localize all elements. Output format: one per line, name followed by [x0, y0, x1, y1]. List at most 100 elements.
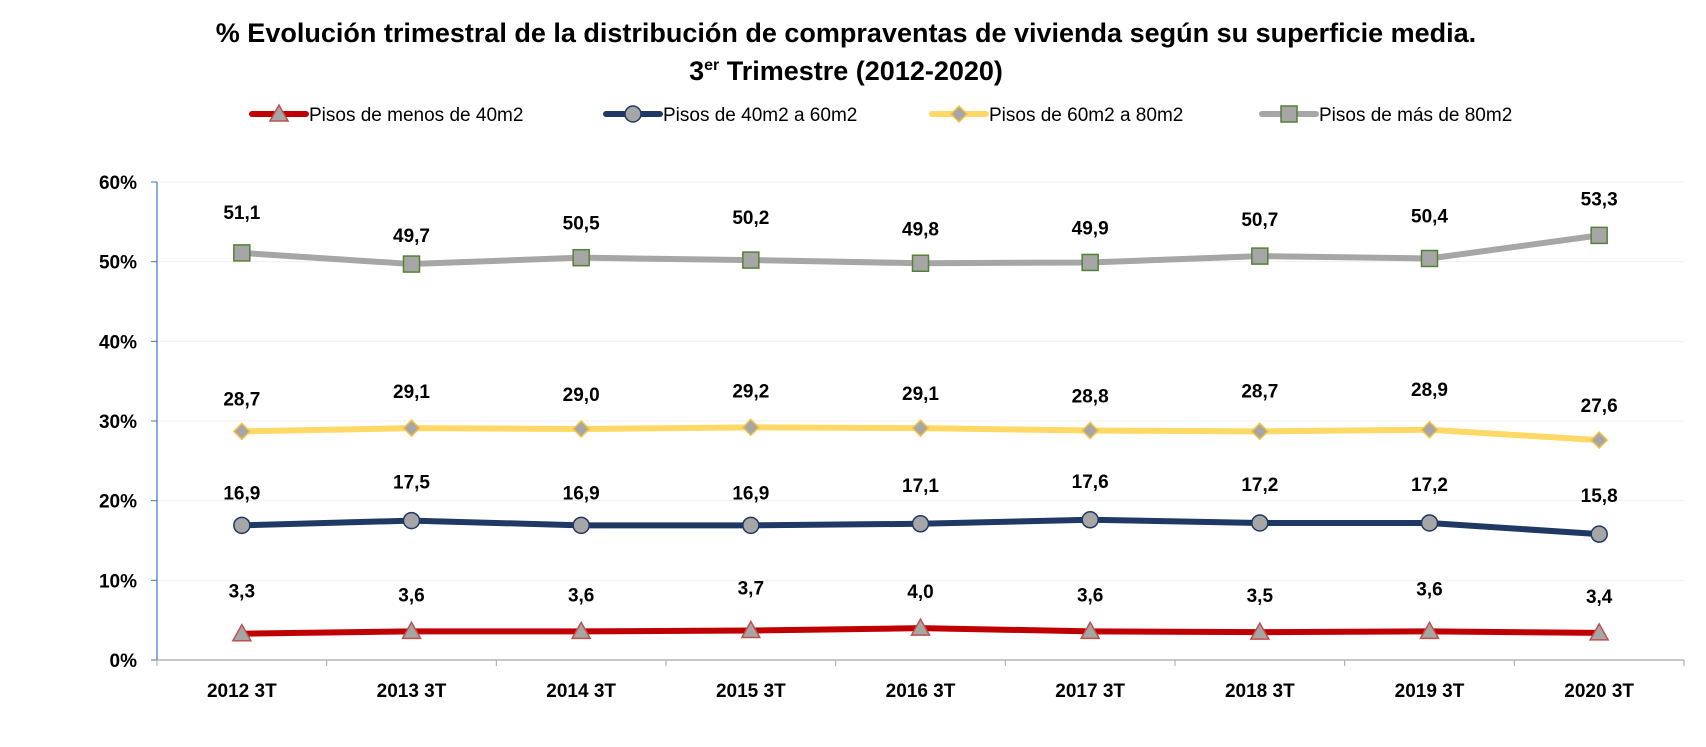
- data-label: 53,3: [1581, 189, 1618, 210]
- data-point-marker: [1251, 514, 1269, 532]
- data-point-marker: [231, 623, 253, 642]
- data-point-marker: [232, 422, 251, 441]
- y-tick-label: 50%: [99, 253, 137, 274]
- legend-label: Pisos de 40m2 a 60m2: [663, 105, 857, 126]
- data-label: 3,6: [398, 585, 424, 606]
- data-label: 49,8: [902, 219, 939, 240]
- legend: Pisos de menos de 40m2 Pisos de 40m2 a 60…: [249, 103, 1512, 126]
- data-point-marker: [402, 255, 421, 273]
- data-point-marker: [911, 419, 930, 438]
- x-tick-label: 2017 3T: [1055, 681, 1125, 702]
- data-point-marker: [1420, 514, 1439, 532]
- data-label: 49,9: [1072, 218, 1109, 239]
- data-label: 29,1: [393, 382, 430, 403]
- data-point-marker: [1590, 226, 1608, 245]
- data-label: 50,7: [1241, 210, 1278, 231]
- data-point-marker: [740, 619, 762, 639]
- data-label: 50,2: [732, 208, 769, 229]
- data-label: 17,5: [393, 473, 430, 494]
- chart-title-line-1: % Evolución trimestral de la distribució…: [216, 18, 1476, 48]
- data-label: 50,4: [1411, 206, 1448, 227]
- x-tick-label: 2016 3T: [886, 681, 956, 702]
- data-label: 51,1: [223, 203, 260, 224]
- data-label: 27,6: [1581, 396, 1618, 417]
- legend-marker: [624, 105, 642, 123]
- data-point-marker: [233, 516, 251, 535]
- data-label: 3,6: [1416, 579, 1442, 600]
- data-label: 3,6: [1077, 585, 1103, 606]
- data-point-marker: [742, 516, 760, 535]
- data-label: 17,2: [1411, 475, 1448, 496]
- data-point-marker: [1419, 620, 1440, 640]
- data-label: 28,7: [223, 389, 260, 410]
- data-point-marker: [401, 620, 422, 640]
- x-tick-label: 2014 3T: [546, 681, 616, 702]
- data-point-marker: [402, 419, 421, 438]
- data-label: 29,2: [732, 381, 769, 402]
- data-point-marker: [1081, 511, 1099, 529]
- x-tick-label: 2012 3T: [207, 681, 277, 702]
- data-label: 49,7: [393, 226, 430, 247]
- data-point-marker: [572, 516, 590, 535]
- data-point-marker: [1420, 420, 1439, 439]
- data-point-marker: [1420, 249, 1439, 268]
- data-point-marker: [1249, 621, 1271, 640]
- y-tick-label: 60%: [99, 173, 137, 194]
- data-point-marker: [1588, 622, 1610, 641]
- axes: 0% 10% 20% 30% 40% 50% 60% 2012 3T 2013 3T 2014 3…: [99, 173, 1685, 702]
- data-label: 4,0: [907, 582, 933, 603]
- data-label: 28,9: [1411, 380, 1448, 401]
- data-point-marker: [910, 617, 931, 636]
- data-label: 3,5: [1247, 586, 1274, 607]
- data-label: 16,9: [563, 483, 600, 504]
- data-label: 17,1: [902, 476, 939, 497]
- data-point-marker: [911, 254, 930, 273]
- data-label: 3,6: [568, 585, 594, 606]
- legend-marker: [949, 104, 969, 124]
- data-labels: 3,3 3,6 3,6 3,7 4,0 3,6 3,5 3,6 3,4 16,9 17,5 16,9 1…: [223, 189, 1617, 608]
- data-label: 3,4: [1586, 587, 1613, 608]
- legend-label: Pisos de menos de 40m2: [309, 105, 523, 126]
- series-markers: [231, 226, 1610, 642]
- data-point-marker: [402, 511, 421, 530]
- data-label: 16,9: [732, 483, 769, 504]
- data-point-marker: [1590, 525, 1608, 543]
- x-tick-label: 2018 3T: [1225, 681, 1295, 702]
- data-point-marker: [233, 244, 251, 262]
- data-point-marker: [1250, 422, 1269, 441]
- data-point-marker: [1081, 421, 1100, 440]
- data-point-marker: [1081, 253, 1099, 272]
- y-tick-label: 20%: [99, 492, 137, 513]
- data-label: 16,9: [223, 483, 260, 504]
- data-label: 3,7: [738, 579, 764, 600]
- x-tick-label: 2015 3T: [716, 681, 786, 702]
- chart-title-line-2-prefix: 3: [689, 56, 704, 86]
- data-label: 29,1: [902, 384, 939, 405]
- legend-label: Pisos de 60m2 a 80m2: [989, 105, 1183, 126]
- chart-title-line-2-suffix: Trimestre (2012-2020): [719, 56, 1003, 86]
- y-tick-label: 0%: [110, 651, 138, 672]
- x-tick-label: 2020 3T: [1564, 681, 1634, 702]
- legend-marker: [1280, 105, 1298, 123]
- data-point-marker: [742, 251, 760, 269]
- data-label: 17,2: [1241, 475, 1278, 496]
- chart-title-line-2-superscript: er: [704, 57, 719, 74]
- y-tick-label: 10%: [99, 571, 137, 592]
- data-point-marker: [572, 248, 590, 267]
- data-label: 17,6: [1072, 472, 1109, 493]
- data-label: 15,8: [1581, 486, 1618, 507]
- legend-marker: [268, 103, 290, 122]
- y-tick-label: 40%: [99, 332, 137, 353]
- data-point-marker: [1079, 620, 1101, 640]
- data-label: 50,5: [563, 214, 600, 235]
- x-tick-label: 2013 3T: [377, 681, 447, 702]
- x-tick-label: 2019 3T: [1395, 681, 1465, 702]
- data-label: 29,0: [563, 385, 600, 406]
- data-label: 28,8: [1072, 387, 1109, 408]
- data-point-marker: [741, 418, 760, 437]
- data-point-marker: [570, 620, 592, 640]
- data-label: 28,7: [1241, 381, 1278, 402]
- legend-label: Pisos de más de 80m2: [1319, 105, 1512, 126]
- data-point-marker: [572, 419, 591, 439]
